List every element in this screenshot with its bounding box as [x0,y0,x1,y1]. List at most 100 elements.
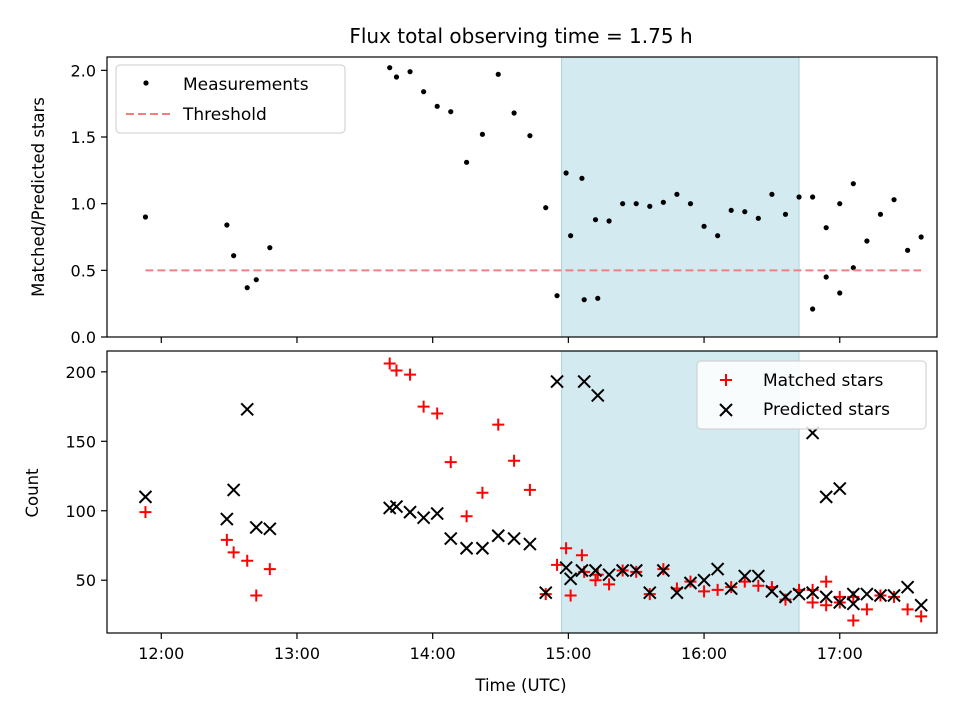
measurements-point [782,211,789,217]
matched-stars-point [915,610,928,623]
ratio-panel-frame [106,56,938,338]
measurements-point [579,175,585,181]
measurements-point [660,199,666,205]
ratio-y-tick-label: 1.5 [71,128,96,147]
predicted-stars-point [559,561,573,575]
count-legend: Matched stars Predicted stars [696,360,927,430]
predicted-stars-point [403,505,417,519]
measurements-point [592,217,599,223]
predicted-stars-point [873,588,888,603]
matched-stars-point [603,578,616,591]
predicted-stars-point [459,541,474,555]
predicted-stars-point [860,587,874,601]
measurements-point [393,74,400,80]
predicted-stars-point [738,569,752,583]
matched-stars-point [551,558,564,571]
count-y-tick-label: 100 [65,502,96,521]
count-y-tick-label: 200 [65,363,96,382]
measurements-point [647,203,653,209]
predicted-legend-label: Predicted stars [763,400,890,420]
measurements-point [742,209,748,215]
measurements-point [850,181,856,187]
matched-stars-point [820,599,833,612]
predicted-stars-point [819,490,833,504]
count-y-tick-label: 150 [65,432,96,451]
predicted-stars-point [591,388,605,403]
matched-stars-point [698,585,711,598]
matched-stars-point [508,454,521,467]
predicted-stars-point [563,572,578,586]
ratio-y-tick-label: 0.0 [71,328,96,347]
matched-stars-point [263,563,276,576]
matched-stars-point [476,486,489,499]
count-x-tick-label: 14:00 [410,644,456,663]
predicted-stars-point [914,598,928,612]
predicted-stars-point [430,506,444,521]
measurements-point [850,265,856,271]
matched-stars-point [227,546,240,559]
matched-stars-point [738,575,751,588]
measurements-point [633,201,639,207]
predicted-stars-point [778,590,793,604]
predicted-stars-point [249,520,263,535]
predicted-stars-point [220,512,234,526]
matched-stars-point [431,407,444,420]
measurements-point [904,247,911,253]
measurements-point [581,297,587,303]
predicted-stars-point [833,595,847,610]
measurements-point [554,293,560,299]
measurements-point [448,109,454,115]
count-y-axis-label: Count [23,468,42,518]
matched-stars-point [752,579,765,592]
measurements-point [421,89,427,95]
predicted-stars-point [226,483,241,497]
matched-stars-point [901,603,914,616]
ratio-shaded-region [561,56,800,338]
measurements-point [674,191,680,197]
predicted-stars-point [846,587,861,601]
matched-legend-marker [720,374,732,386]
predicted-stars-point [710,562,725,576]
ratio-legend-box [115,64,346,134]
ratio-y-tick-label: 2.0 [71,61,96,80]
predicted-stars-point [819,590,833,604]
predicted-stars-point [416,510,431,525]
predicted-stars-point [577,374,591,389]
predicted-stars-point [643,586,657,600]
matched-stars-point [806,596,819,609]
measurements-point [796,194,802,200]
matched-stars-point [390,364,403,377]
matched-stars-point [523,483,536,496]
matched-stars-point [860,603,873,616]
count-x-tick-label: 13:00 [274,644,320,663]
predicted-stars-point [523,537,537,551]
measurements-point [407,69,413,75]
measurements-point [810,306,816,312]
predicted-stars-point [629,563,643,578]
measurements-point [728,207,734,213]
predicted-stars-point [615,563,630,578]
count-panel-frame [106,350,938,634]
matched-stars-point [591,568,604,581]
measurements-point [495,71,501,77]
predicted-legend-marker [719,403,733,417]
measurements-point [463,159,470,165]
ratio-panel: Flux total observing time = 1.75 h 0.0 0.… [29,24,938,347]
predicted-stars-point [138,490,153,504]
ratio-y-tick-label: 0.5 [71,261,96,280]
predicted-stars-point [833,481,847,496]
matched-stars-point [417,400,430,413]
matched-stars-point [575,549,588,562]
measurements-point [823,274,829,280]
predicted-stars-point [792,587,806,601]
ratio-legend: Measurements Threshold [115,64,346,134]
predicted-stars-point [724,581,738,596]
measurements-point [837,290,843,296]
measurements-point [511,110,517,116]
matched-stars-point [560,542,573,555]
measurements-point [142,214,149,220]
matched-stars-point [492,418,505,431]
measurements-point [479,131,486,137]
matched-stars-point [847,614,860,627]
count-x-tick-label: 15:00 [545,644,591,663]
